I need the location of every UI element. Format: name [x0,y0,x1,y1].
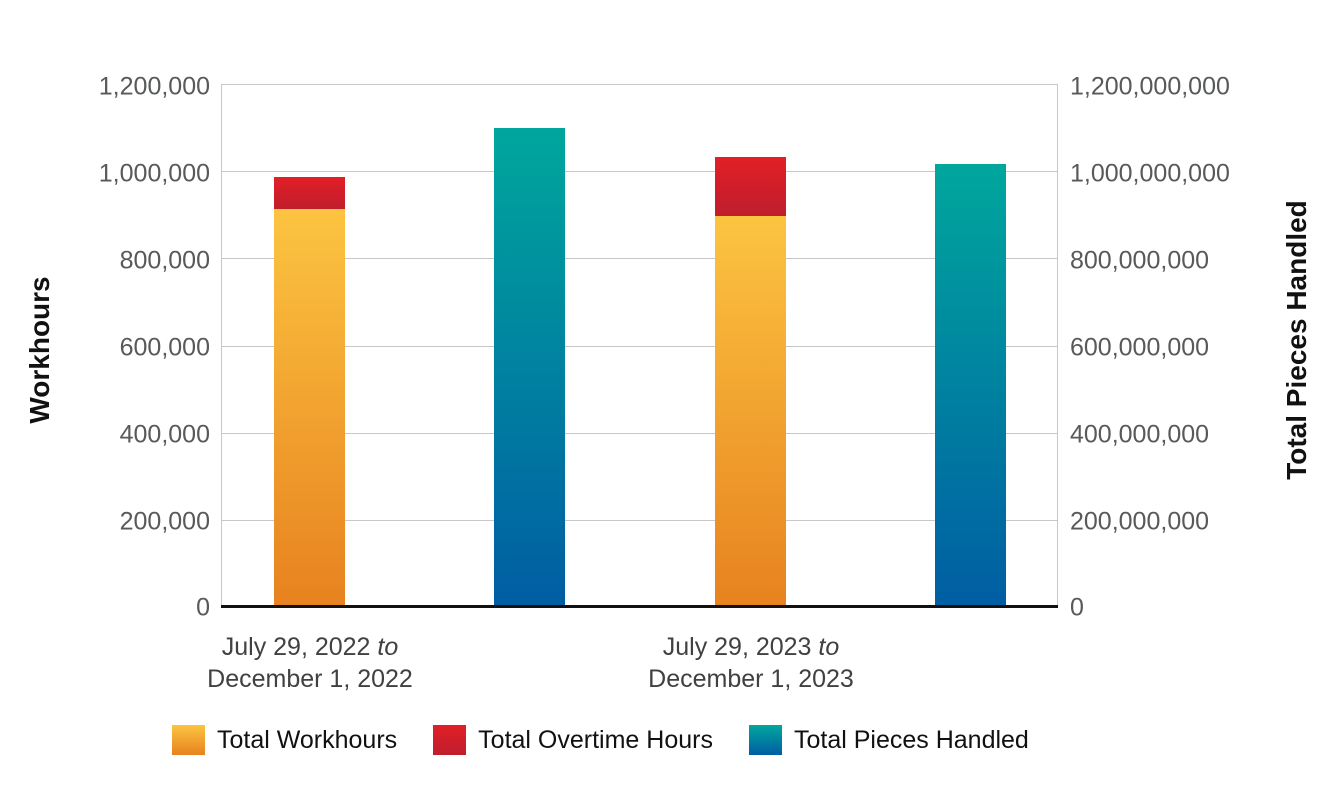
right-tick: 200,000,000 [1070,507,1210,536]
legend-swatch-overtime [433,725,467,755]
gridline [221,258,1058,259]
left-axis-label: Workhours [24,276,55,424]
legend-item-pieces: Total Pieces Handled [748,725,1029,755]
x-axis-line [221,605,1058,608]
bar-overtime-2023 [715,157,786,216]
right-tick: 600,000,000 [1070,333,1210,362]
right-tick: 800,000,000 [1070,246,1210,275]
gridline [221,346,1058,347]
gridline [221,171,1058,172]
plot-area [221,84,1058,607]
left-tick: 800,000 [119,246,210,275]
left-tick: 1,200,000 [98,72,210,101]
left-tick: 600,000 [119,333,210,362]
right-tick: 400,000,000 [1070,420,1210,449]
x-label-2022: July 29, 2022 to December 1, 2022 [207,633,413,693]
bar-workhours-2022 [274,209,345,607]
left-tick: 200,000 [119,507,210,536]
bar-workhours-2023 [715,216,786,607]
x-label-2023: July 29, 2023 to December 1, 2023 [648,633,854,693]
bar-pieces-2022 [494,128,565,607]
bar-pieces-2023 [935,164,1006,607]
right-tick: 1,200,000,000 [1070,72,1230,101]
legend-item-overtime: Total Overtime Hours [433,725,713,755]
left-tick: 0 [196,593,210,622]
gridline [221,433,1058,434]
right-axis-label: Total Pieces Handled [1281,200,1312,480]
legend-swatch-pieces [748,725,782,755]
gridline [221,520,1058,521]
bar-overtime-2022 [274,177,345,209]
left-tick: 1,000,000 [98,159,210,188]
right-tick: 1,000,000,000 [1070,159,1230,188]
legend-item-workhours: Total Workhours [172,725,397,755]
legend-swatch-workhours [172,725,205,755]
right-tick: 0 [1070,593,1084,622]
left-tick: 400,000 [119,420,210,449]
legend: Total Workhours Total Overtime Hours Tot… [172,725,1065,755]
